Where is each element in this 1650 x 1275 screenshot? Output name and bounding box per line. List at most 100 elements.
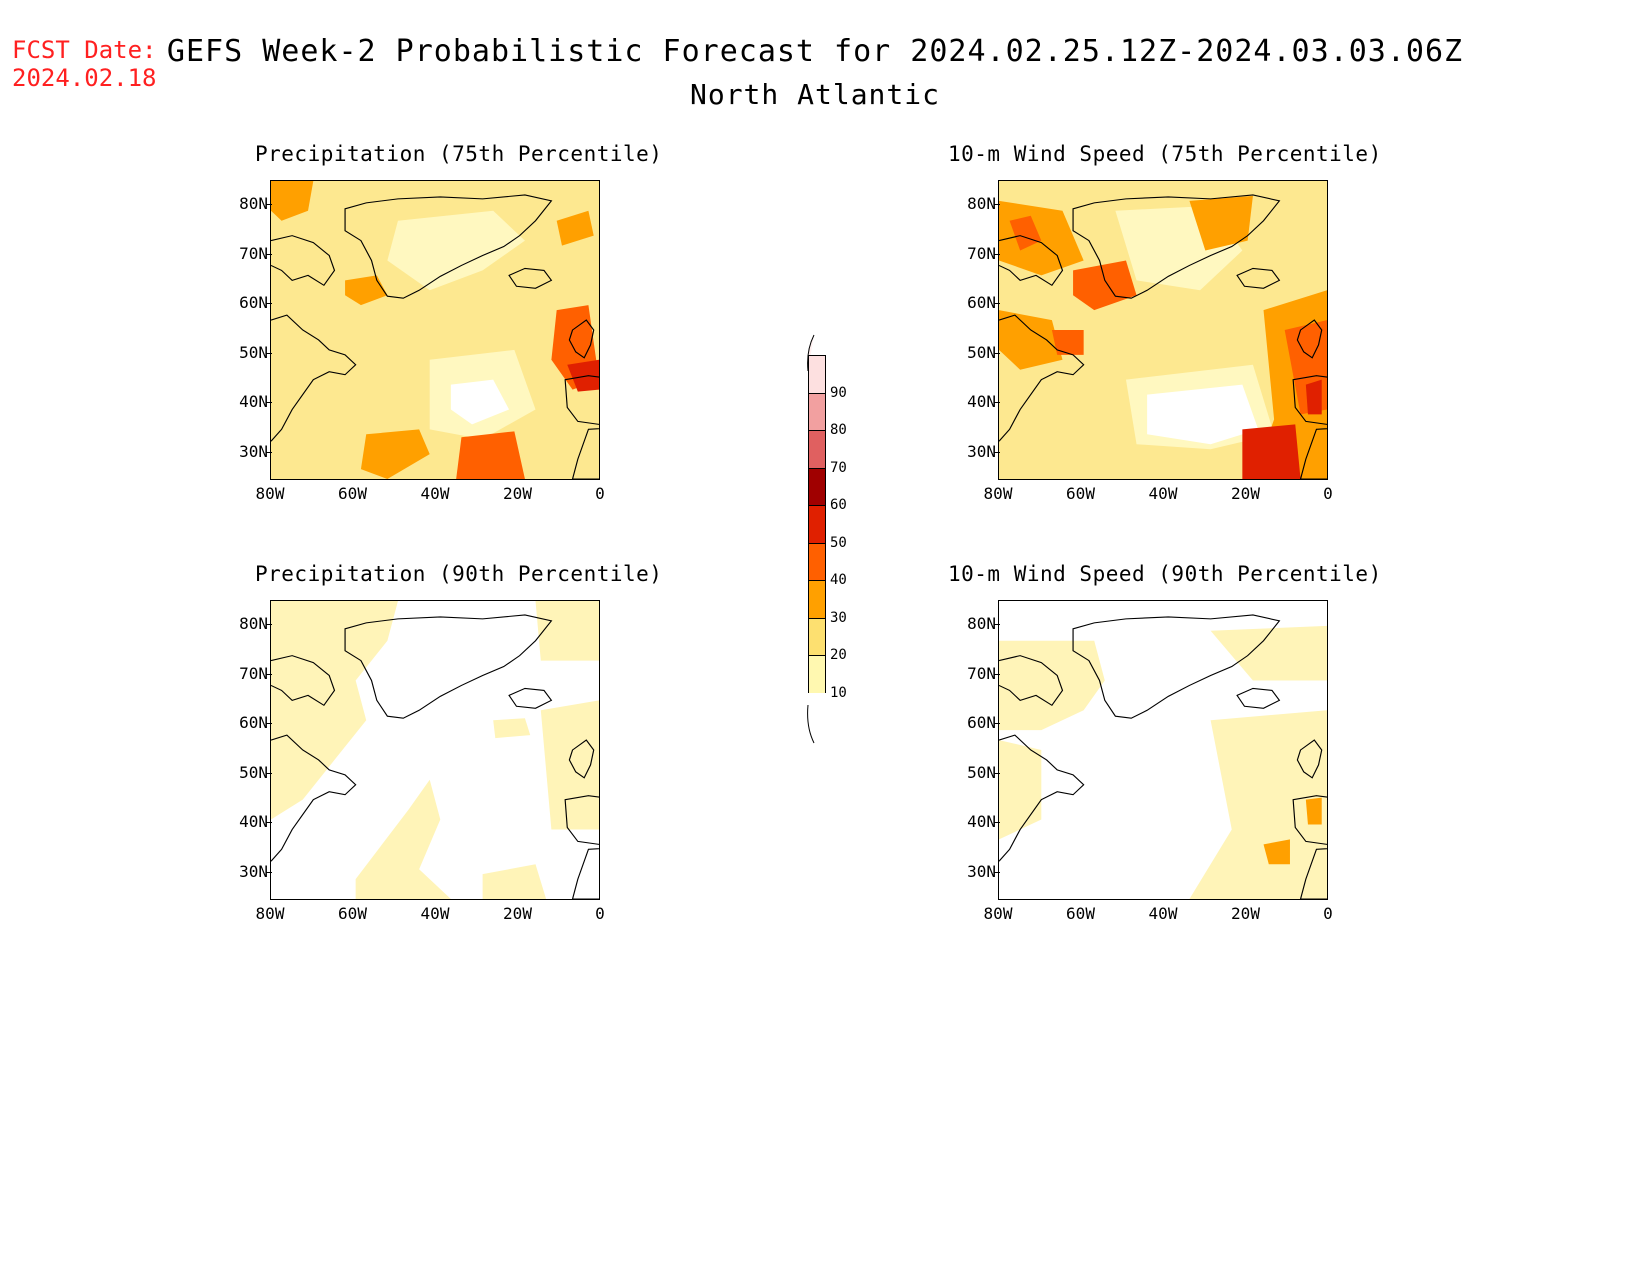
lat-label: 70N	[967, 663, 996, 683]
lon-label: 60W	[338, 484, 367, 503]
lon-label: 20W	[1231, 904, 1260, 923]
map-frame	[270, 180, 600, 480]
lon-label: 20W	[503, 904, 532, 923]
contour-region	[345, 275, 388, 306]
contour-region	[1147, 384, 1259, 445]
contour-region	[1242, 424, 1301, 479]
lat-label: 80N	[239, 194, 268, 213]
colorbar-label: 60	[830, 497, 847, 513]
map-frame	[270, 600, 600, 900]
lat-tick	[994, 822, 1000, 823]
contour-region	[1189, 195, 1253, 251]
panel-title: 10-m Wind Speed (75th Percentile)	[948, 142, 1382, 166]
panel-precip-75: Precipitation (75th Percentile) 80N 70N 60…	[200, 142, 760, 522]
lat-label: 30N	[967, 441, 996, 461]
coastline	[508, 267, 553, 289]
coastline	[1236, 267, 1281, 289]
lat-label: 60N	[967, 293, 996, 312]
colorbar-swatch	[808, 392, 826, 430]
colorbar-swatch	[808, 505, 826, 543]
colorbar-swatch	[808, 542, 826, 580]
contour-region	[1263, 839, 1290, 865]
lon-label: 0	[1323, 904, 1333, 923]
colorbar-swatch	[808, 580, 826, 618]
lat-label: 70N	[239, 663, 268, 683]
coastline	[271, 314, 357, 442]
colorbar-label: 20	[830, 647, 847, 663]
contour-region	[360, 429, 430, 479]
coastline	[571, 848, 599, 899]
contour-region	[271, 601, 398, 820]
contour-region	[450, 379, 510, 425]
lon-label: 40W	[420, 904, 450, 923]
lat-tick	[994, 624, 1000, 625]
colorbar-label: 30	[830, 609, 847, 626]
lat-label: 30N	[239, 861, 268, 881]
lat-label: 50N	[967, 342, 996, 362]
coastline	[1072, 194, 1281, 299]
lon-label: 60W	[338, 904, 367, 923]
contour-region	[1305, 797, 1322, 825]
colorbar-swatch	[808, 655, 826, 693]
lat-tick	[266, 673, 272, 675]
coastline	[1072, 614, 1281, 719]
lat-label: 70N	[239, 243, 268, 263]
contour-region	[1051, 330, 1084, 355]
lat-label: 50N	[239, 762, 268, 782]
lat-label: 30N	[967, 861, 996, 881]
contour-region	[1009, 215, 1042, 251]
map-field	[999, 601, 1327, 899]
colorbar-label: 80	[830, 422, 847, 438]
coastline	[344, 614, 553, 719]
lat-label: 60N	[239, 713, 268, 732]
fcst-date-value: 2024.02.18	[12, 64, 157, 92]
lat-tick	[994, 204, 1000, 205]
contour-region	[1073, 260, 1137, 311]
coastline	[999, 655, 1064, 707]
coastline	[1292, 795, 1327, 845]
coastline	[1292, 375, 1327, 425]
contour-region	[482, 864, 547, 899]
lat-tick	[266, 303, 272, 304]
panel-precip-90: Precipitation (90th Percentile) 80N 70N 60…	[200, 562, 760, 942]
page-title: GEFS Week-2 Probabilistic Forecast for 2…	[166, 34, 1464, 69]
lat-tick	[994, 451, 1000, 453]
lat-tick	[994, 253, 1000, 255]
lon-label: 40W	[420, 484, 450, 503]
contour-region	[456, 431, 525, 479]
coastline	[571, 428, 599, 479]
contour-region	[540, 700, 599, 830]
contour-region	[567, 359, 599, 392]
colorbar-label: 50	[830, 534, 847, 551]
lat-label: 60N	[967, 713, 996, 732]
coastline	[999, 734, 1085, 862]
coastline	[568, 739, 595, 779]
lon-label: 80W	[983, 904, 1013, 923]
lat-label: 50N	[239, 342, 268, 362]
contour-region	[355, 779, 451, 899]
fcst-date-label: FCST Date:	[12, 36, 157, 64]
lat-tick	[994, 303, 1000, 304]
lat-tick	[994, 402, 1000, 403]
fcst-date-block: FCST Date: 2024.02.18	[12, 36, 157, 92]
colorbar-swatch	[808, 617, 826, 655]
coastline	[271, 655, 336, 707]
lon-label: 80W	[255, 904, 285, 923]
coastline	[271, 734, 357, 862]
lon-label: 80W	[983, 484, 1013, 503]
colorbar-label: 90	[830, 384, 847, 401]
contour-region	[1210, 625, 1327, 681]
lon-label: 60W	[1066, 904, 1095, 923]
map-frame	[998, 180, 1328, 480]
coastline	[1236, 687, 1281, 709]
lat-tick	[994, 723, 1000, 724]
lon-label: 80W	[255, 484, 285, 503]
panel-title: Precipitation (75th Percentile)	[255, 142, 663, 166]
lat-tick	[266, 352, 272, 354]
contour-region	[1189, 710, 1327, 899]
colorbar-bottom-arrow	[807, 705, 815, 744]
lon-label: 20W	[503, 484, 532, 503]
lat-tick	[266, 822, 272, 823]
panel-wind-90: 10-m Wind Speed (90th Percentile) 80N 70N…	[928, 562, 1488, 942]
lat-label: 70N	[967, 243, 996, 263]
